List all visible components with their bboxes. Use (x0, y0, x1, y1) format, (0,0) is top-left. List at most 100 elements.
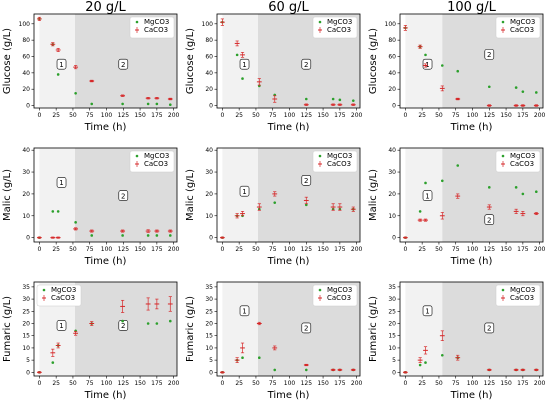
caco3-point (455, 354, 461, 361)
legend-label-mgco3: MgCO3 (144, 152, 169, 160)
y-tick-label: 0 (26, 235, 30, 242)
chart-title: 60 g/L (268, 0, 309, 15)
phase-label-2: 2 (118, 58, 129, 70)
y-tick-label: 10 (388, 213, 396, 220)
mgco3-point (273, 368, 277, 372)
x-tick-label: 0 (403, 246, 407, 253)
y-axis-label: Glucose (g/L) (368, 28, 379, 94)
y-tick-label: 5 (26, 357, 30, 364)
caco3-point (337, 203, 343, 211)
caco3-point (55, 236, 61, 239)
y-tick-label: 25 (388, 308, 396, 315)
caco3-point (154, 298, 160, 310)
caco3-point (219, 236, 225, 239)
x-tick-label: 150 (317, 112, 329, 119)
phase-label-text: 1 (242, 61, 246, 69)
axes-frame (33, 147, 178, 243)
caco3-point (120, 94, 126, 97)
x-tick-label: 150 (500, 380, 512, 387)
y-axis-label: Glucose (g/L) (2, 28, 13, 94)
x-tick-label: 50 (435, 246, 443, 253)
x-tick-label: 25 (235, 380, 243, 387)
caco3-point (145, 97, 151, 100)
caco3-point (120, 229, 126, 233)
legend-label-mgco3: MgCO3 (327, 152, 352, 160)
y-tick-label: 30 (388, 169, 396, 176)
x-tick-label: 100 (284, 246, 296, 253)
phase-label-box (118, 190, 129, 201)
y-tick-label: 60 (388, 54, 396, 61)
axes-frame (399, 147, 544, 243)
x-tick-label: 75 (86, 380, 94, 387)
mgco3-point (51, 361, 55, 364)
y-tick-label: 0 (209, 103, 213, 110)
x-tick-label: 25 (52, 380, 60, 387)
x-axis-label: Time (h) (267, 390, 310, 401)
y-tick-label: 0 (392, 369, 396, 376)
x-tick-label: 0 (220, 380, 224, 387)
chart-panel-4: 0 25 50 75 100 125 150 175 200 0 10 20 30 40 Time (h) M… (0, 134, 183, 268)
x-tick-label: 50 (435, 112, 443, 119)
x-tick-label: 25 (235, 112, 243, 119)
x-tick-label: 75 (86, 246, 94, 253)
x-tick-label: 125 (301, 246, 313, 253)
legend-marker-mgco3 (318, 154, 322, 158)
mgco3-point (155, 234, 159, 237)
y-axis-label: Fumaric (g/L) (2, 296, 13, 362)
caco3-point (89, 229, 95, 233)
mgco3-point (257, 356, 261, 359)
x-tick-label: 200 (534, 246, 546, 253)
legend-label-mgco3: MgCO3 (510, 286, 535, 294)
caco3-point (50, 348, 56, 357)
y-tick-label: 25 (205, 308, 213, 315)
phase-label-2: 2 (301, 174, 312, 186)
phase-region-1 (222, 282, 258, 376)
phase-label-2: 2 (301, 58, 312, 70)
x-tick-label: 100 (467, 112, 479, 119)
chart-title: 100 g/L (447, 0, 497, 15)
x-tick-label: 125 (484, 112, 496, 119)
mgco3-point (331, 97, 335, 101)
caco3-point (455, 97, 461, 101)
legend-label-mgco3: MgCO3 (510, 152, 535, 160)
caco3-point (36, 16, 42, 21)
y-tick-label: 40 (22, 70, 30, 77)
caco3-point (533, 212, 539, 216)
axes-frame (216, 147, 361, 243)
y-tick-label: 40 (205, 70, 213, 77)
legend-marker-mgco3 (318, 20, 322, 24)
chart-panel-2: 0 25 50 75 100 125 150 175 200 0 20 40 60 80 100 60 g/L… (183, 0, 366, 134)
phase-label-text: 2 (121, 61, 125, 69)
y-tick-label: 10 (22, 213, 30, 220)
x-tick-label: 100 (101, 112, 113, 119)
x-tick-label: 50 (69, 112, 77, 119)
phase-region-1 (405, 282, 443, 376)
mgco3-point (90, 102, 94, 106)
caco3-point (337, 368, 343, 371)
caco3-point (234, 213, 240, 219)
mgco3-point (456, 164, 460, 167)
y-axis-label: Malic (g/L) (368, 169, 379, 221)
phase-label-text: 1 (425, 61, 429, 69)
legend-box (312, 150, 358, 173)
legend-box (312, 284, 358, 307)
x-tick-label: 75 (269, 380, 277, 387)
chart-svg-9: 0 25 50 75 100 125 150 175 200 0 5 10 15 20 25 30 35 Time… (368, 281, 546, 401)
x-tick-label: 50 (252, 112, 260, 119)
y-tick-label: 15 (388, 333, 396, 340)
y-tick-label: 20 (388, 86, 396, 93)
phase-label-text: 2 (304, 325, 308, 333)
mgco3-point (418, 363, 422, 367)
x-tick-label: 75 (269, 112, 277, 119)
chart-panel-7: 0 25 50 75 100 125 150 175 200 0 5 10 15 20 25 30 35 Time… (0, 268, 183, 402)
legend-box (495, 16, 541, 39)
chart-svg-1: 0 25 50 75 100 125 150 175 200 0 20 40 60 80 100 20 g/L… (2, 0, 180, 133)
caco3-point (272, 191, 278, 197)
x-tick-label: 100 (467, 246, 479, 253)
mgco3-point (304, 203, 308, 207)
chart-title: 20 g/L (85, 0, 126, 15)
mgco3-point (146, 102, 150, 106)
caco3-point (256, 203, 262, 211)
